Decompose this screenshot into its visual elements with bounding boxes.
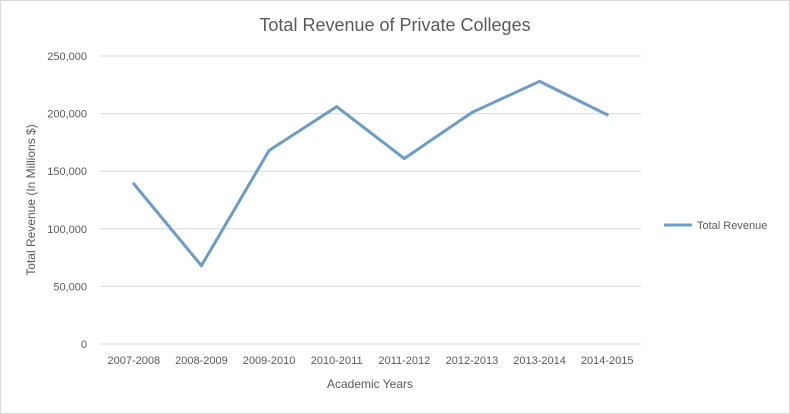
y-tick-label: 0 bbox=[81, 339, 87, 351]
data-point bbox=[267, 148, 271, 152]
x-tick-label: 2011-2012 bbox=[378, 355, 430, 367]
x-axis-label: Academic Years bbox=[327, 377, 413, 391]
series-lines bbox=[132, 79, 609, 268]
data-point bbox=[605, 113, 609, 117]
gridlines bbox=[100, 55, 641, 345]
x-tick-label: 2012-2013 bbox=[446, 355, 499, 367]
data-point bbox=[470, 110, 474, 114]
y-tick-labels: 0 50,000 100,000 150,000 200,000 250,000 bbox=[47, 51, 87, 351]
x-tick-label: 2010-2011 bbox=[311, 355, 363, 367]
x-tick-label: 2014-2015 bbox=[581, 355, 634, 367]
x-tick-label: 2008-2009 bbox=[175, 355, 228, 367]
data-point bbox=[132, 182, 136, 186]
data-point bbox=[335, 105, 339, 109]
y-axis-label: Total Revenue (In Millions $) bbox=[24, 124, 38, 275]
data-point bbox=[538, 79, 542, 83]
y-tick-label: 250,000 bbox=[47, 51, 87, 63]
legend: Total Revenue bbox=[664, 220, 767, 232]
x-tick-label: 2013-2014 bbox=[513, 355, 566, 367]
x-tick-labels: 2007-2008 2008-2009 2009-2010 2010-2011 2011… bbox=[108, 355, 634, 367]
y-tick-label: 150,000 bbox=[47, 166, 87, 178]
y-tick-label: 50,000 bbox=[53, 281, 87, 293]
chart-title: Total Revenue of Private Colleges bbox=[259, 15, 530, 35]
y-tick-label: 100,000 bbox=[47, 224, 87, 236]
data-point bbox=[199, 264, 203, 268]
data-point bbox=[402, 157, 406, 161]
x-tick-label: 2009-2010 bbox=[243, 355, 296, 367]
series-line bbox=[132, 79, 609, 268]
x-tick-label: 2007-2008 bbox=[108, 355, 161, 367]
y-tick-label: 200,000 bbox=[47, 109, 87, 121]
legend-label: Total Revenue bbox=[697, 220, 767, 232]
